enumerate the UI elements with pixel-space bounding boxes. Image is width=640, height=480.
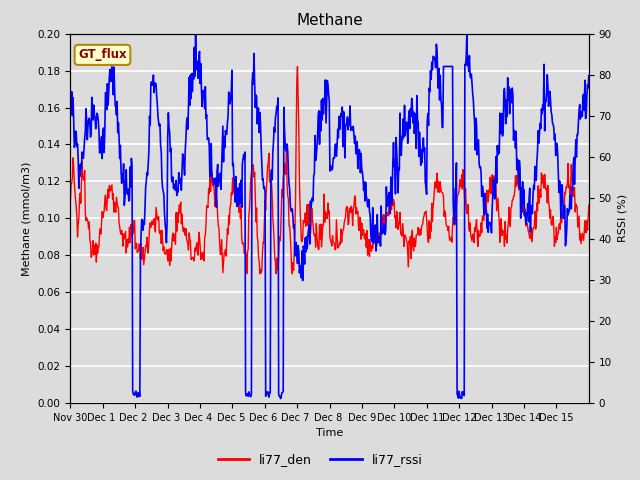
li77_rssi xyxy=(514,171,522,177)
li77_rssi xyxy=(99,156,106,161)
li77_rssi xyxy=(397,153,405,158)
li77_rssi xyxy=(276,396,284,401)
Line: li77_rssi: li77_rssi xyxy=(70,34,589,398)
li77_den xyxy=(369,245,376,251)
li77_den xyxy=(67,199,74,204)
li77_den xyxy=(398,233,406,239)
Title: Methane: Methane xyxy=(296,13,363,28)
li77_rssi xyxy=(460,393,468,398)
Y-axis label: RSSI (%): RSSI (%) xyxy=(617,194,627,242)
Line: li77_den: li77_den xyxy=(70,67,589,274)
li77_den xyxy=(294,64,301,70)
X-axis label: Time: Time xyxy=(316,429,343,438)
li77_den xyxy=(514,178,522,183)
Text: GT_flux: GT_flux xyxy=(78,48,127,61)
Y-axis label: Methane (mmol/m3): Methane (mmol/m3) xyxy=(22,161,32,276)
li77_den xyxy=(461,202,468,208)
li77_den xyxy=(256,271,264,276)
li77_den xyxy=(383,211,390,216)
li77_den xyxy=(99,209,106,215)
Legend: li77_den, li77_rssi: li77_den, li77_rssi xyxy=(212,448,428,471)
li77_rssi xyxy=(463,31,470,36)
li77_rssi xyxy=(585,72,593,78)
li77_rssi xyxy=(382,228,390,233)
li77_rssi xyxy=(368,232,376,238)
li77_rssi xyxy=(67,107,74,113)
li77_den xyxy=(585,202,593,208)
